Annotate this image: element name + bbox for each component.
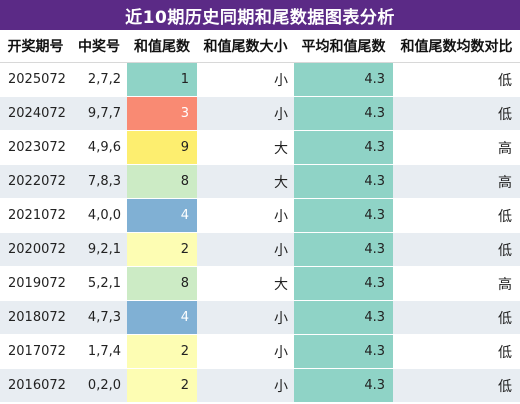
numbers-cell: 9,7,7 xyxy=(71,96,127,131)
table-row: 2019072 5,2,1 8 大 4.3 高 xyxy=(0,266,520,301)
table-row: 2017072 1,7,4 2 小 4.3 低 xyxy=(0,334,520,369)
header-numbers: 中奖号 xyxy=(71,30,127,63)
numbers-cell: 4,7,3 xyxy=(71,300,127,335)
average-cell: 4.3 xyxy=(294,62,393,97)
tail-cell: 8 xyxy=(127,164,197,199)
average-cell: 4.3 xyxy=(294,198,393,233)
table-row: 2024072 9,7,7 3 小 4.3 低 xyxy=(0,96,520,131)
average-cell: 4.3 xyxy=(294,232,393,267)
table-row: 2016072 0,2,0 2 小 4.3 低 xyxy=(0,368,520,403)
average-cell: 4.3 xyxy=(294,334,393,369)
data-table: 开奖期号 中奖号 和值尾数 和值尾数大小 平均和值尾数 和值尾数均数对比 202… xyxy=(0,30,520,403)
compare-cell: 高 xyxy=(393,164,520,199)
average-cell: 4.3 xyxy=(294,266,393,301)
size-cell: 大 xyxy=(197,130,294,165)
compare-cell: 高 xyxy=(393,130,520,165)
size-cell: 小 xyxy=(197,198,294,233)
table-header-row: 开奖期号 中奖号 和值尾数 和值尾数大小 平均和值尾数 和值尾数均数对比 xyxy=(0,30,520,63)
numbers-cell: 2,7,2 xyxy=(71,62,127,97)
tail-cell: 4 xyxy=(127,198,197,233)
average-cell: 4.3 xyxy=(294,368,393,403)
table-row: 2022072 7,8,3 8 大 4.3 高 xyxy=(0,164,520,199)
size-cell: 小 xyxy=(197,232,294,267)
compare-cell: 高 xyxy=(393,266,520,301)
tail-cell: 2 xyxy=(127,368,197,403)
period-cell: 2024072 xyxy=(0,96,71,131)
tail-cell: 4 xyxy=(127,300,197,335)
tail-cell: 8 xyxy=(127,266,197,301)
page-title: 近10期历史同期和尾数据图表分析 xyxy=(0,0,520,30)
average-cell: 4.3 xyxy=(294,164,393,199)
tail-cell: 1 xyxy=(127,62,197,97)
numbers-cell: 9,2,1 xyxy=(71,232,127,267)
period-cell: 2020072 xyxy=(0,232,71,267)
period-cell: 2019072 xyxy=(0,266,71,301)
table-row: 2025072 2,7,2 1 小 4.3 低 xyxy=(0,62,520,97)
period-cell: 2023072 xyxy=(0,130,71,165)
period-cell: 2018072 xyxy=(0,300,71,335)
period-cell: 2016072 xyxy=(0,368,71,403)
header-period: 开奖期号 xyxy=(0,30,71,63)
table-row: 2018072 4,7,3 4 小 4.3 低 xyxy=(0,300,520,335)
table-body: 2025072 2,7,2 1 小 4.3 低 2024072 9,7,7 3 小 4.3 低 2023… xyxy=(0,62,520,403)
size-cell: 小 xyxy=(197,300,294,335)
compare-cell: 低 xyxy=(393,368,520,403)
header-tail: 和值尾数 xyxy=(127,30,197,63)
size-cell: 大 xyxy=(197,266,294,301)
tail-cell: 9 xyxy=(127,130,197,165)
tail-cell: 2 xyxy=(127,334,197,369)
compare-cell: 低 xyxy=(393,62,520,97)
tail-cell: 2 xyxy=(127,232,197,267)
size-cell: 小 xyxy=(197,368,294,403)
period-cell: 2021072 xyxy=(0,198,71,233)
numbers-cell: 4,9,6 xyxy=(71,130,127,165)
compare-cell: 低 xyxy=(393,300,520,335)
header-compare: 和值尾数均数对比 xyxy=(393,30,520,63)
period-cell: 2022072 xyxy=(0,164,71,199)
period-cell: 2017072 xyxy=(0,334,71,369)
numbers-cell: 7,8,3 xyxy=(71,164,127,199)
table-row: 2020072 9,2,1 2 小 4.3 低 xyxy=(0,232,520,267)
size-cell: 小 xyxy=(197,96,294,131)
numbers-cell: 1,7,4 xyxy=(71,334,127,369)
compare-cell: 低 xyxy=(393,198,520,233)
header-average: 平均和值尾数 xyxy=(294,30,393,63)
compare-cell: 低 xyxy=(393,232,520,267)
numbers-cell: 0,2,0 xyxy=(71,368,127,403)
compare-cell: 低 xyxy=(393,96,520,131)
numbers-cell: 4,0,0 xyxy=(71,198,127,233)
compare-cell: 低 xyxy=(393,334,520,369)
tail-cell: 3 xyxy=(127,96,197,131)
header-size: 和值尾数大小 xyxy=(197,30,294,63)
average-cell: 4.3 xyxy=(294,96,393,131)
size-cell: 小 xyxy=(197,334,294,369)
table-row: 2023072 4,9,6 9 大 4.3 高 xyxy=(0,130,520,165)
average-cell: 4.3 xyxy=(294,130,393,165)
period-cell: 2025072 xyxy=(0,62,71,97)
size-cell: 大 xyxy=(197,164,294,199)
numbers-cell: 5,2,1 xyxy=(71,266,127,301)
size-cell: 小 xyxy=(197,62,294,97)
average-cell: 4.3 xyxy=(294,300,393,335)
table-row: 2021072 4,0,0 4 小 4.3 低 xyxy=(0,198,520,233)
